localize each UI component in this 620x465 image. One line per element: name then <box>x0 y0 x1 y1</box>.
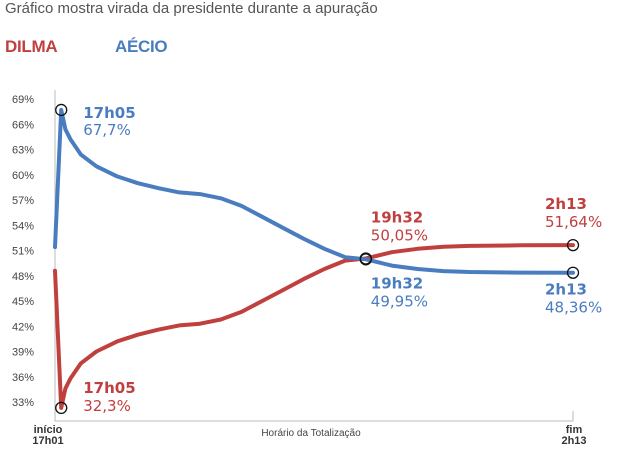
y-tick-label: 51% <box>12 246 34 258</box>
annotation-value: 49,95% <box>371 292 428 310</box>
x-end-label-line2: 2h13 <box>561 435 586 447</box>
annotation-time: 17h05 <box>83 104 135 122</box>
annotation-time: 2h13 <box>545 195 587 213</box>
annotation-value: 32,3% <box>83 397 131 415</box>
x-start-label-line1: início <box>34 424 63 436</box>
legend-dilma: DILMA <box>5 37 58 56</box>
annotation-marker <box>566 266 580 279</box>
annotation-time: 19h32 <box>371 208 423 226</box>
annotation-value: 50,05% <box>371 226 428 244</box>
y-tick-labels: 69% 66% 63% 60% 57% 54% 51% 48% 45% 42% 39% 36% 33% <box>12 94 34 409</box>
annotation-marker <box>359 253 372 266</box>
y-tick-label: 57% <box>12 195 34 207</box>
annotation-time: 17h05 <box>83 379 135 397</box>
x-axis-title: Horário da Totalização <box>261 428 361 439</box>
y-tick-label: 39% <box>12 347 34 359</box>
annotation-value: 51,64% <box>545 213 602 231</box>
y-tick-label: 60% <box>12 170 34 182</box>
y-tick-label: 48% <box>12 271 34 283</box>
y-tick-label: 36% <box>12 372 34 384</box>
annotation-marker <box>55 401 68 415</box>
y-tick-label: 54% <box>12 220 34 232</box>
series-line-dilma <box>53 243 575 410</box>
annotation-value: 67,7% <box>83 121 131 139</box>
y-tick-label: 42% <box>12 321 34 333</box>
series-line-aecio <box>53 107 575 275</box>
x-end-label-line1: fim <box>566 424 583 436</box>
y-tick-label: 45% <box>12 296 34 308</box>
annotation-value: 48,36% <box>545 299 602 317</box>
annotations: 17h0567,7%17h0532,3%19h3250,05%19h3249,9… <box>55 103 602 415</box>
annotation-marker <box>566 238 580 252</box>
y-tick-label: 69% <box>12 94 34 106</box>
annotation-time: 2h13 <box>545 281 587 299</box>
y-tick-label: 63% <box>12 145 34 157</box>
annotation-marker <box>55 103 68 117</box>
y-tick-label: 33% <box>12 397 34 409</box>
chart-subtitle: Gráfico mostra virada da presidente dura… <box>5 0 378 17</box>
axes <box>54 90 574 422</box>
y-tick-label: 66% <box>12 119 34 131</box>
annotation-time: 19h32 <box>371 274 423 292</box>
legend-aecio: AÉCIO <box>115 37 168 56</box>
series-lines <box>53 107 575 410</box>
x-start-label-line2: 17h01 <box>32 435 63 447</box>
